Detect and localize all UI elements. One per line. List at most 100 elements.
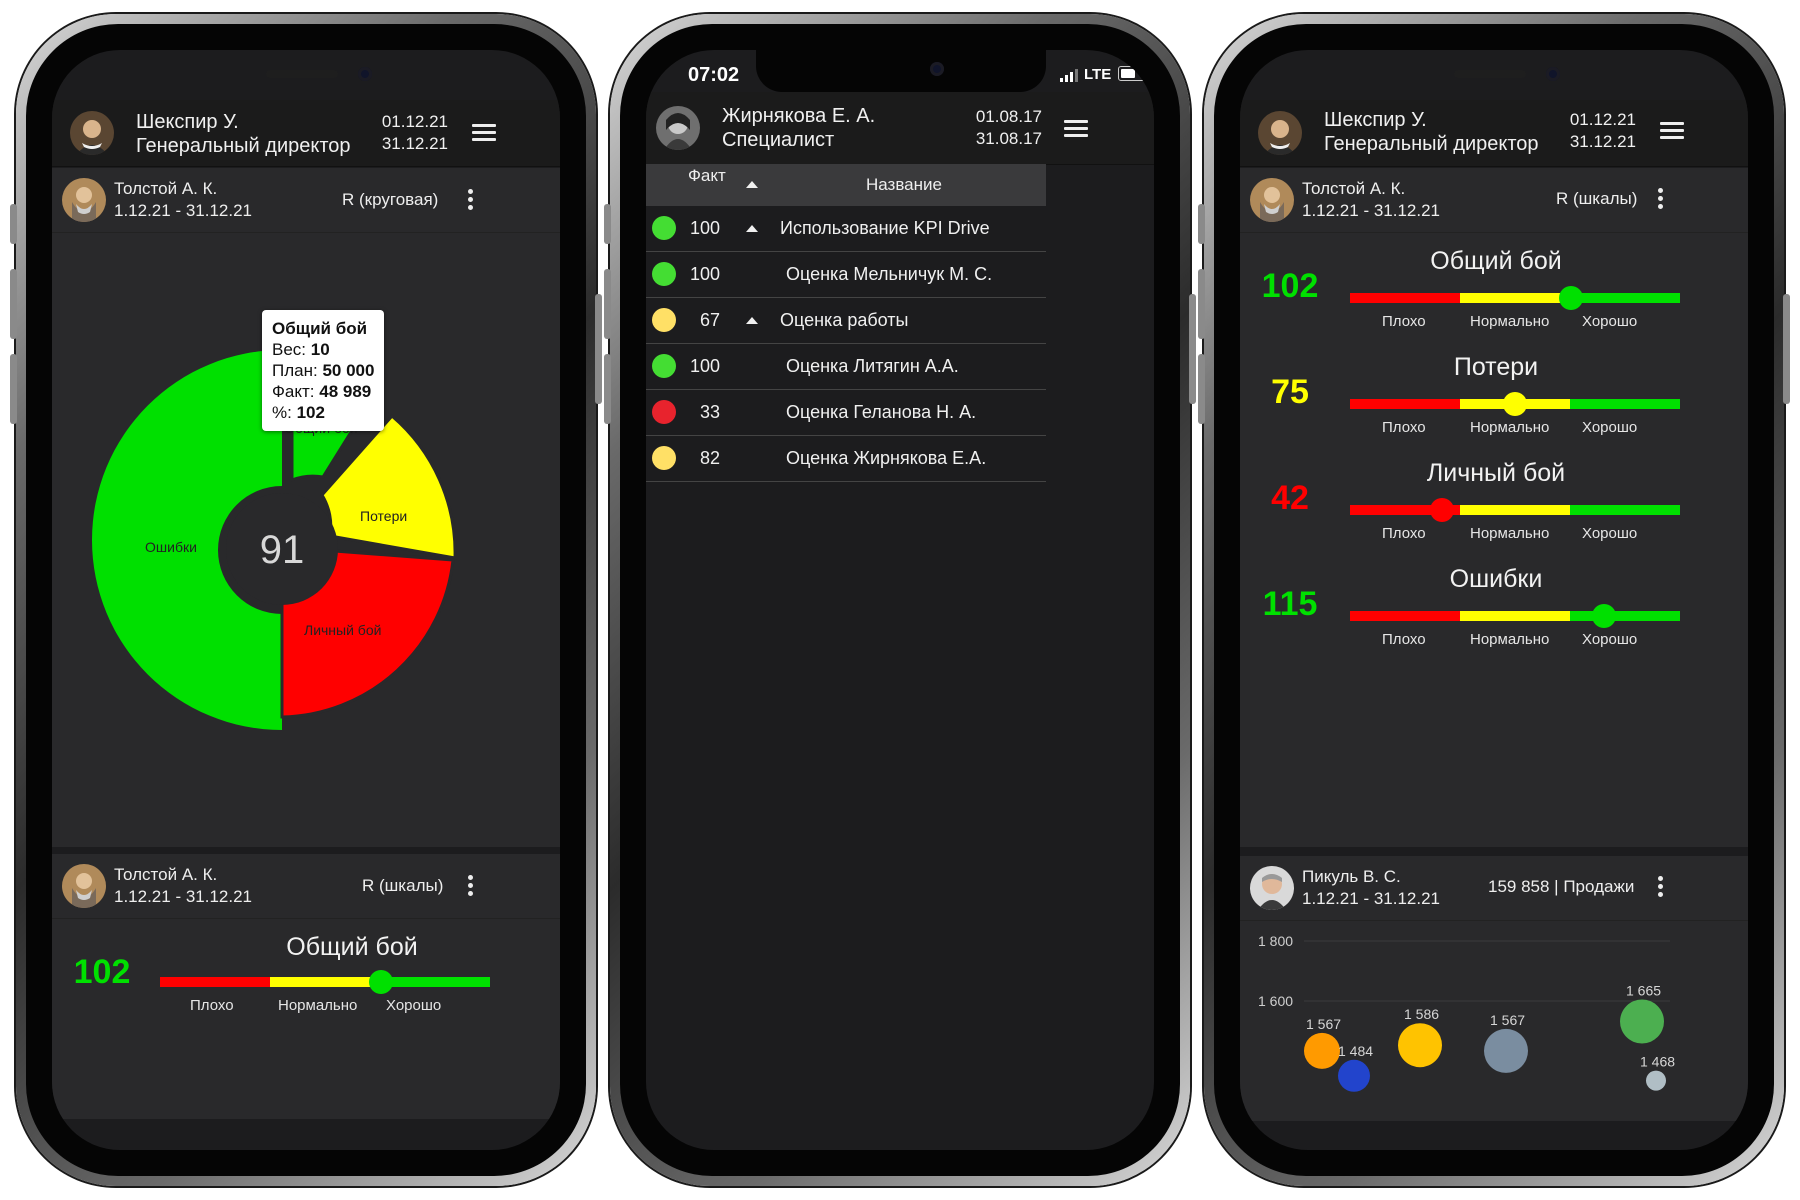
cell-fact: 100 xyxy=(689,356,720,376)
point-label: 1 567 xyxy=(1306,1016,1341,1032)
menu-icon[interactable] xyxy=(1660,122,1684,140)
widget-owner: Пикуль В. С. xyxy=(1302,867,1401,886)
gauge-label-normal: Нормально xyxy=(1470,525,1550,542)
table-row[interactable]: 67 Оценка работы xyxy=(646,298,1046,344)
col-fact-header[interactable]: Факт xyxy=(688,166,726,185)
table-row[interactable]: 33 Оценка Геланова Н. А. xyxy=(646,390,1046,436)
widget-period: 1.12.21 - 31.12.21 xyxy=(114,887,253,906)
gauge-label-normal: Нормально xyxy=(1470,313,1550,330)
app-header: Жирнякова Е. А. Специалист 01.08.17 31.0… xyxy=(646,92,1154,165)
tooltip-plan: 50 000 xyxy=(322,361,375,380)
gauge-scale xyxy=(1350,286,1680,310)
sort-icon[interactable] xyxy=(746,181,758,188)
gauge-title: Ошибки xyxy=(1449,565,1543,593)
gauge-segment xyxy=(160,977,270,987)
phone-right: Шекспир У. Генеральный директор 01.12.21… xyxy=(1198,14,1790,1186)
gauges-panel: Общий бой 102 Плохо Нормально Хорошо Поте… xyxy=(1240,233,1748,847)
donut-center-value: 91 xyxy=(260,528,305,572)
user-role: Специалист xyxy=(722,129,835,151)
avatar[interactable] xyxy=(1250,866,1294,910)
more-icon[interactable] xyxy=(1656,188,1664,210)
gauge-knob xyxy=(1559,286,1584,310)
gauge-panel: Общий бой 102 Плохо Нормально Хорошо xyxy=(52,919,560,1119)
expand-icon[interactable] xyxy=(746,317,758,324)
tooltip-pct-label: %: xyxy=(272,403,292,422)
avatar[interactable] xyxy=(1250,178,1294,222)
tooltip-weight-label: Вес: xyxy=(272,340,307,359)
battery-icon xyxy=(1118,66,1146,81)
avatar[interactable] xyxy=(62,178,106,222)
chart-point[interactable] xyxy=(1484,1028,1528,1073)
gauge-knob xyxy=(1503,392,1527,416)
status-dot xyxy=(652,354,676,378)
gauge-label-bad: Плохо xyxy=(1382,525,1426,542)
avatar[interactable] xyxy=(656,106,700,150)
avatar[interactable] xyxy=(62,864,106,908)
gauge-segment xyxy=(1350,293,1460,303)
gauge-value: 115 xyxy=(1262,585,1318,623)
point-label: 1 665 xyxy=(1626,983,1661,999)
app-header: Шекспир У. Генеральный директор 01.12.21… xyxy=(1240,100,1748,167)
widget-header: Пикуль В. С. 1.12.21 - 31.12.21 159 858 … xyxy=(1240,856,1748,921)
gauge-label-good: Хорошо xyxy=(1582,313,1638,330)
chart-point[interactable] xyxy=(1304,1032,1340,1069)
gauge-label-normal: Нормально xyxy=(278,997,358,1014)
more-icon[interactable] xyxy=(466,875,474,897)
gauge-value: 102 xyxy=(73,953,131,991)
cell-name: Оценка Литягин А.А. xyxy=(786,356,959,376)
donut-panel: 91 Ошибки Потери Личный бой Общий бой Об… xyxy=(52,233,560,847)
chart-point[interactable] xyxy=(1398,1023,1442,1068)
status-time: 07:02 xyxy=(688,64,740,86)
phone-middle: 07:02 LTE Жирнякова Е. А. Специалист 01.… xyxy=(604,14,1196,1186)
more-icon[interactable] xyxy=(1656,876,1664,898)
chart-point[interactable] xyxy=(1338,1059,1370,1092)
gauge-segment xyxy=(1350,399,1460,409)
tooltip-fact: 48 989 xyxy=(319,382,372,401)
gauge-scale xyxy=(1350,604,1680,628)
col-name-header[interactable]: Название xyxy=(866,175,942,194)
table-row[interactable]: 100 Использование KPI Drive xyxy=(646,206,1046,252)
gauge-knob xyxy=(369,970,394,994)
widget-type: R (шкалы) xyxy=(1556,189,1638,208)
date-to: 31.12.21 xyxy=(381,134,448,153)
tooltip-weight: 10 xyxy=(310,340,330,359)
gauge-label-bad: Плохо xyxy=(190,997,234,1014)
point-label: 1 586 xyxy=(1404,1006,1439,1022)
chart-point[interactable] xyxy=(1620,999,1664,1044)
slice-losses xyxy=(320,413,457,560)
widget-period: 1.12.21 - 31.12.21 xyxy=(1302,889,1441,908)
chart-panel: 1 800 1 600 1 567 1 484 1 586 1 567 1 665 1 468 xyxy=(1240,921,1748,1121)
expand-icon[interactable] xyxy=(746,225,758,232)
gauge-title: Общий бой xyxy=(286,933,418,961)
avatar[interactable] xyxy=(1258,111,1302,155)
avatar[interactable] xyxy=(70,111,114,155)
table-row[interactable]: 82 Оценка Жирнякова Е.А. xyxy=(646,436,1046,482)
gauge-segment xyxy=(1570,399,1680,409)
gauge-segment xyxy=(1460,505,1570,515)
table-row[interactable]: 100 Оценка Литягин А.А. xyxy=(646,344,1046,390)
screen: Шекспир У. Генеральный директор 01.12.21… xyxy=(52,50,560,1150)
table-row[interactable]: 100 Оценка Мельничук М. С. xyxy=(646,252,1046,298)
y-tick-label: 1 600 xyxy=(1258,993,1293,1009)
menu-icon[interactable] xyxy=(472,124,496,142)
status-dot xyxy=(652,446,676,470)
gauge-segment xyxy=(1460,293,1570,303)
gauge-scale xyxy=(1350,392,1680,416)
gauge-value: 75 xyxy=(1271,373,1309,411)
slice-label-errors: Ошибки xyxy=(145,539,197,555)
donut-chart: 91 Ошибки Потери Личный бой Общий бой xyxy=(92,348,457,730)
widget-type: R (круговая) xyxy=(342,190,439,209)
gauge-segment xyxy=(1570,505,1680,515)
gauge-knob xyxy=(1430,498,1455,522)
chart-point[interactable] xyxy=(1646,1070,1666,1091)
user-role: Генеральный директор xyxy=(1324,133,1539,155)
gauge-label-normal: Нормально xyxy=(1470,419,1550,436)
gauge-scale xyxy=(160,970,490,994)
menu-icon[interactable] xyxy=(1064,120,1088,138)
more-icon[interactable] xyxy=(466,189,474,211)
user-name: Жирнякова Е. А. xyxy=(722,105,876,127)
notch xyxy=(756,50,1046,92)
point-label: 1 484 xyxy=(1338,1043,1373,1059)
gauge-title: Общий бой xyxy=(1430,247,1562,275)
tooltip-title: Общий бой xyxy=(272,319,368,338)
